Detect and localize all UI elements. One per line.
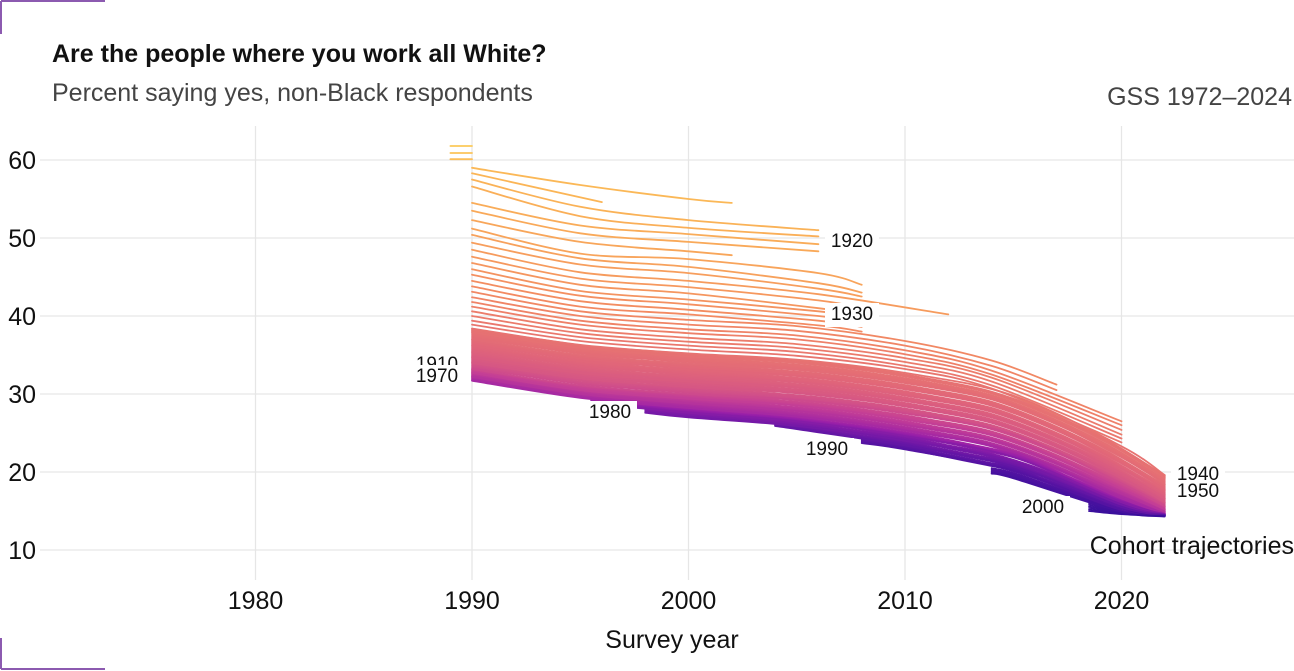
svg-text:1930: 1930 (831, 304, 873, 325)
cohort-line (471, 305, 1123, 427)
cohort-line (471, 248, 950, 316)
svg-text:1940: 1940 (1177, 464, 1219, 485)
svg-text:2000: 2000 (1022, 497, 1064, 518)
cohort-line (471, 356, 1166, 500)
cohort-label-2000: 2000 (1016, 496, 1070, 520)
cohort-label-1980: 1980 (583, 401, 637, 425)
cohort-line (471, 301, 1123, 423)
cohort-line (471, 315, 1123, 436)
cohort-line (471, 379, 1166, 515)
cohort-line (471, 319, 1123, 440)
svg-text:1920: 1920 (831, 231, 873, 252)
x-tick-label: 2000 (661, 587, 717, 615)
cohort-label-1930: 1930 (825, 303, 879, 327)
cohort-line (471, 166, 733, 204)
cohort-line (471, 241, 863, 298)
cohort-label-1920: 1920 (825, 230, 879, 254)
svg-text:1990: 1990 (806, 439, 848, 460)
y-tick-label: 10 (8, 537, 36, 565)
cohort-line (471, 338, 1166, 486)
x-tick-label: 2020 (1094, 587, 1150, 615)
y-axis: 10 20 30 40 50 60 (8, 147, 36, 565)
cohort-line (590, 402, 1166, 515)
top-left-crop-mark (0, 0, 105, 34)
cohort-line (471, 172, 603, 203)
cohort-line (471, 178, 820, 232)
cohort-line (471, 344, 1166, 491)
cohort-trajectories-annotation: Cohort trajectories (1090, 532, 1294, 560)
x-tick-label: 1980 (228, 587, 284, 615)
cohort-line (471, 372, 1166, 511)
cohort-line (471, 202, 820, 246)
cohort-line (860, 442, 1166, 517)
cohort-label-1950: 1950 (1171, 480, 1225, 504)
cohort-fill-line (471, 332, 1166, 481)
cohort-fill-line (471, 364, 1166, 505)
cohort-fill-line (471, 345, 1166, 492)
y-tick-label: 30 (8, 381, 36, 409)
cohort-line (471, 310, 1123, 431)
cohort-line (471, 331, 1166, 480)
cohort-line (471, 255, 863, 310)
cohort-line (471, 185, 820, 238)
svg-text:1970: 1970 (416, 366, 458, 387)
chart-caption: GSS 1972–2024 (1107, 83, 1292, 111)
cohort-label-1970: 1970 (410, 365, 464, 389)
cohort-fill-line (471, 358, 1166, 501)
cohort-lines (449, 145, 1166, 518)
y-tick-label: 50 (8, 225, 36, 253)
cohort-line (471, 361, 1166, 504)
cohort-line (1088, 510, 1166, 518)
y-tick-label: 20 (8, 459, 36, 487)
chart-title: Are the people where you work all White? (52, 40, 547, 68)
cohort-line (471, 351, 1166, 496)
x-axis-title: Survey year (605, 626, 738, 654)
cohort-line (471, 296, 1058, 391)
cohort-line (471, 234, 863, 294)
cohort-line (471, 209, 820, 253)
y-tick-label: 40 (8, 303, 36, 331)
y-tick-label: 60 (8, 147, 36, 175)
cohort-line (644, 411, 1166, 516)
chart-subtitle: Percent saying yes, non-Black respondent… (52, 79, 533, 107)
cohort-line (471, 368, 1166, 508)
cohort-line (471, 219, 733, 257)
cohort-line (471, 375, 1166, 513)
x-axis: 1980 1990 2000 2010 2020 (228, 587, 1150, 615)
x-tick-label: 1990 (444, 587, 500, 615)
cohort-line (471, 290, 1058, 386)
cohort-fill-line (471, 341, 1166, 488)
svg-text:1980: 1980 (589, 402, 631, 423)
svg-text:1950: 1950 (1177, 481, 1219, 502)
cohort-line (471, 327, 1166, 476)
cohort-fill-line (471, 333, 1166, 482)
cohort-line (471, 227, 863, 286)
cohort-fill-line (471, 352, 1166, 497)
bottom-left-crop-mark (0, 638, 105, 670)
cohort-label-1990: 1990 (800, 438, 854, 462)
cohort-line (774, 425, 1166, 516)
cohort-fill-line (471, 346, 1166, 493)
cohort-fill-line (471, 340, 1166, 488)
x-tick-label: 2010 (877, 587, 933, 615)
cohort-fill-line (471, 335, 1166, 483)
cohort-fill-line (471, 363, 1166, 504)
